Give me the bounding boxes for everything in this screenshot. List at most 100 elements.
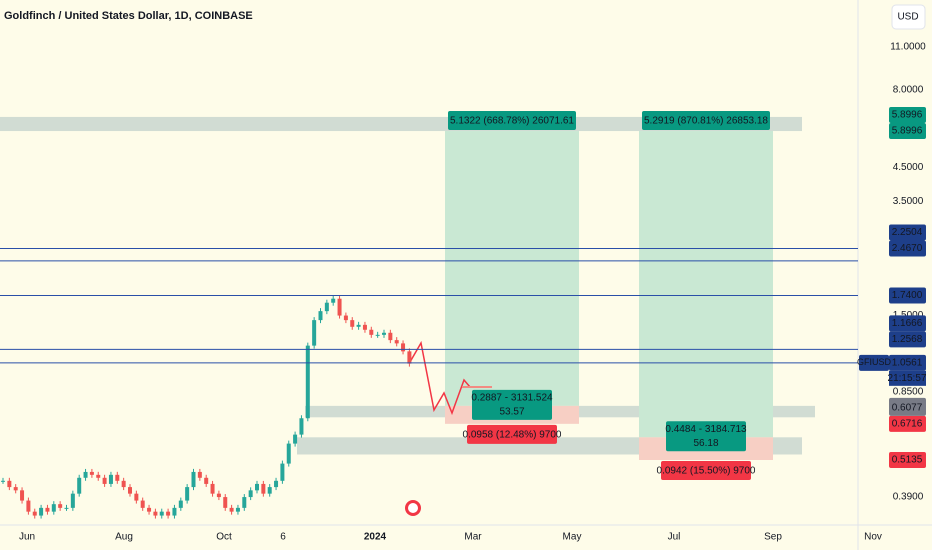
level-box	[889, 415, 926, 432]
level-box	[889, 354, 926, 371]
target-label-box	[448, 111, 576, 131]
candle	[128, 487, 132, 494]
candle	[1, 480, 5, 482]
candle	[394, 340, 399, 344]
y-tick-label: 0.8500	[893, 387, 924, 398]
candle	[121, 480, 126, 488]
countdown-box	[889, 370, 926, 386]
profit-zone	[639, 131, 773, 438]
entry-label: 0.4484 - 3184.713	[665, 424, 747, 435]
y-tick-label: 0.3900	[893, 492, 924, 503]
candle	[26, 500, 31, 512]
level-box	[889, 123, 926, 140]
x-tick-label: May	[563, 532, 582, 543]
candle	[197, 471, 202, 478]
candle	[83, 471, 88, 478]
level-label: 1.0561	[892, 357, 923, 368]
candle	[178, 500, 183, 508]
projection-path	[409, 340, 471, 416]
entry-label-box	[666, 421, 746, 452]
zone	[0, 116, 802, 132]
x-tick-label: Jun	[19, 532, 35, 543]
target-label: 5.1322 (668.78%) 26071.61	[450, 116, 574, 127]
stop-label-box	[467, 424, 557, 444]
candle	[166, 511, 171, 516]
candle	[261, 483, 266, 494]
level-label: 2.4670	[892, 243, 923, 254]
candle	[70, 493, 75, 508]
y-tick-label: 3.5000	[893, 196, 924, 207]
candle	[115, 474, 120, 481]
candle	[39, 507, 44, 516]
currency-button[interactable]	[891, 4, 926, 30]
target-label: 5.2919 (870.81%) 26853.18	[644, 116, 768, 127]
candle	[51, 504, 56, 512]
candle	[89, 471, 94, 475]
y-tick-label: 4.5000	[893, 162, 924, 173]
candle	[401, 343, 406, 352]
candle	[185, 487, 190, 501]
profit-zone	[445, 131, 579, 406]
candle	[204, 477, 209, 484]
level-label: 0.6077	[892, 402, 923, 413]
candle	[324, 302, 329, 312]
level-box	[889, 107, 926, 124]
x-tick-label: Mar	[464, 532, 482, 543]
symbol-box	[859, 354, 889, 371]
candle	[331, 298, 336, 303]
x-tick-label: 6	[280, 532, 286, 543]
level-label: 5.8996	[892, 110, 923, 121]
candle	[255, 483, 259, 491]
level-label: 1.7400	[892, 290, 923, 301]
candle	[318, 311, 323, 321]
countdown: 21:15:57	[888, 373, 927, 384]
candle	[102, 477, 107, 484]
entry-label: 56.18	[693, 438, 718, 449]
candle	[58, 504, 63, 508]
level-label: 0.6716	[892, 418, 923, 429]
stop-label: 0.0958 (12.48%) 9700	[463, 429, 562, 440]
level-box	[889, 315, 926, 332]
event-icon-inner	[408, 503, 418, 513]
drawings	[0, 116, 815, 461]
candle	[375, 334, 380, 336]
target-label-box	[642, 111, 770, 131]
level-box	[889, 331, 926, 348]
candle	[274, 480, 279, 488]
candle	[248, 490, 253, 498]
candle	[32, 511, 37, 516]
level-label: 1.2568	[892, 334, 923, 345]
symbol: GFIUSD	[857, 357, 892, 367]
candle	[350, 320, 355, 327]
y-tick-label: 11.0000	[890, 42, 926, 53]
level-box	[889, 240, 926, 257]
y-tick-label: 8.0000	[893, 85, 924, 96]
candle	[159, 511, 164, 516]
entry-label-box	[472, 389, 552, 420]
candle	[312, 320, 317, 346]
candle	[407, 351, 412, 364]
candle	[299, 418, 304, 435]
candle	[96, 474, 101, 478]
level-label: 1.1666	[892, 318, 923, 329]
x-tick-label: Oct	[216, 532, 232, 543]
x-tick-label: Nov	[864, 532, 882, 543]
candle	[286, 443, 291, 464]
currency: USD	[897, 12, 918, 23]
candle	[369, 329, 374, 335]
x-tick-label: Jul	[668, 532, 681, 543]
candle	[153, 511, 158, 516]
x-tick-label: Aug	[115, 532, 133, 543]
candle	[362, 324, 367, 330]
candle	[305, 345, 310, 419]
level-box	[889, 224, 926, 241]
entry-label: 53.57	[499, 407, 524, 418]
candle	[343, 315, 348, 321]
level-label: 5.8996	[892, 126, 923, 137]
candle	[134, 493, 139, 501]
candle	[108, 474, 113, 484]
candle	[267, 487, 272, 494]
candle	[7, 480, 12, 488]
level-label: 0.5135	[892, 455, 923, 466]
